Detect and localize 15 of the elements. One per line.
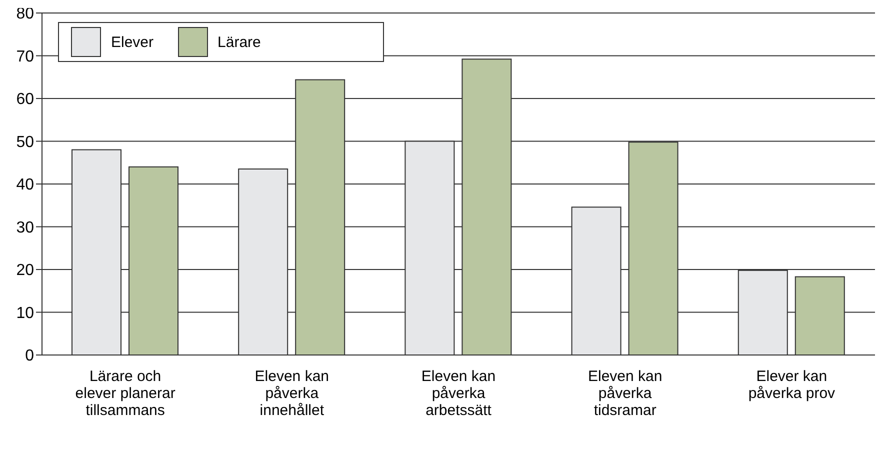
y-tick-label: 50 bbox=[16, 134, 34, 151]
x-tick-label: Eleven kan påverka innehållet bbox=[254, 368, 330, 419]
y-tick-label: 0 bbox=[25, 348, 34, 365]
x-tick-label: Lärare och elever planerar tillsammans bbox=[75, 368, 176, 419]
x-tick-label: Elever kan påverka prov bbox=[748, 368, 836, 402]
y-tick-label: 30 bbox=[16, 219, 34, 236]
legend-label: Elever bbox=[111, 34, 154, 50]
y-tick-label: 60 bbox=[16, 91, 34, 108]
y-tick-label: 40 bbox=[16, 176, 34, 194]
x-tick-label: Eleven kan påverka tidsramar bbox=[588, 368, 662, 419]
x-tick-label: Eleven kan påverka arbetssätt bbox=[421, 368, 496, 419]
y-tick-label: 70 bbox=[16, 48, 34, 66]
y-tick-label: 10 bbox=[16, 304, 34, 322]
y-tick-label: 20 bbox=[16, 262, 34, 280]
legend-label: Lärare bbox=[218, 34, 261, 50]
